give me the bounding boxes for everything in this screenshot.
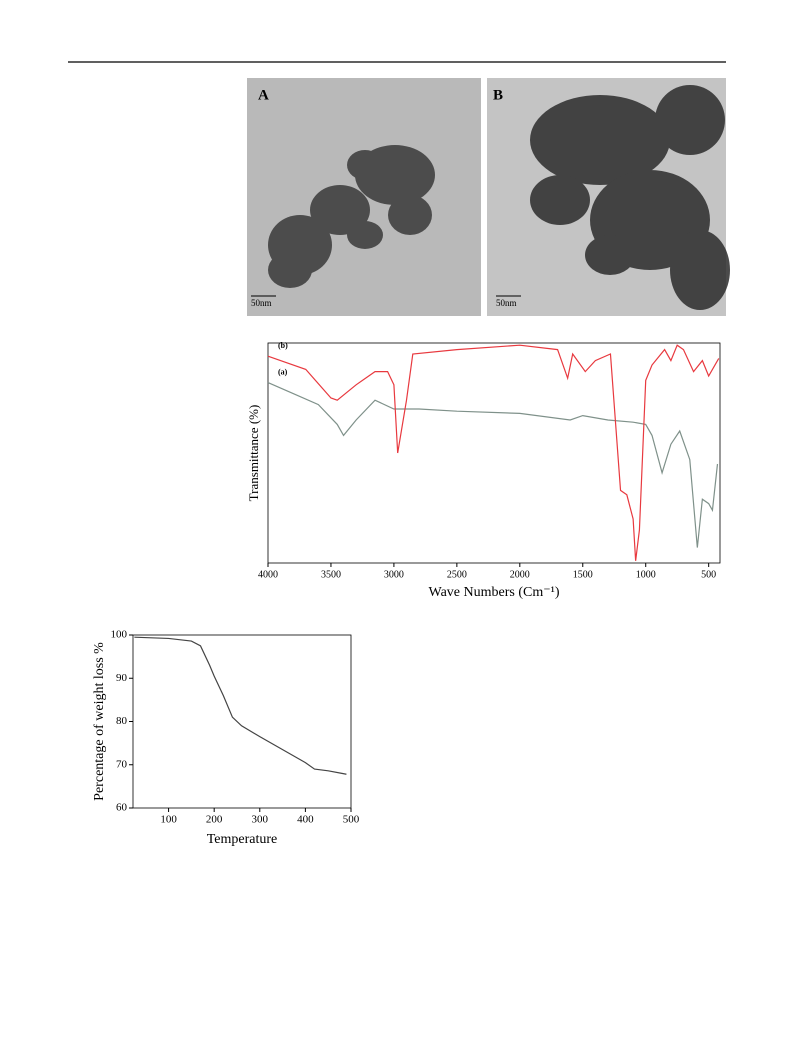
x-tick-label: 2000 (510, 569, 530, 580)
x-tick-label: 200 (206, 814, 223, 826)
plot-frame (132, 634, 352, 809)
x-tick-label: 500 (343, 814, 360, 826)
x-tick-label: 1000 (636, 569, 656, 580)
x-tick-label: 2500 (447, 569, 467, 580)
panel-label: A (258, 87, 269, 103)
y-axis-label: Transmittance (%) (246, 405, 261, 502)
x-tick-label: 300 (252, 814, 269, 826)
y-tick-label: 70 (116, 758, 128, 770)
x-tick-label: 3500 (321, 569, 341, 580)
y-tick-label: 100 (111, 629, 128, 641)
x-tick-label: 100 (160, 814, 177, 826)
data-line (267, 344, 720, 561)
x-tick-label: 400 (297, 814, 314, 826)
scale-label: 50nm (251, 298, 272, 308)
y-tick-label: 60 (116, 802, 128, 814)
tem-image-a: A 50nm (247, 78, 481, 316)
data-line (267, 382, 719, 548)
x-tick-label: 4000 (258, 569, 278, 580)
series-label: (b) (278, 341, 288, 350)
y-tick-label: 80 (116, 715, 128, 727)
plot-frame (267, 342, 721, 564)
scale-label: 50nm (496, 298, 517, 308)
tem-image-b: B 50nm (487, 78, 730, 316)
x-tick-label: 1500 (573, 569, 593, 580)
x-axis-label: Wave Numbers (Cm⁻¹) (429, 585, 560, 600)
data-line (134, 636, 347, 775)
y-tick-label: 90 (116, 672, 128, 684)
x-tick-label: 500 (701, 569, 716, 580)
series-label: (a) (278, 367, 288, 376)
y-axis-label: Percentage of weight loss % (92, 642, 107, 801)
x-tick-label: 3000 (384, 569, 404, 580)
x-axis-label: Temperature (207, 832, 278, 847)
panel-label: B (493, 87, 503, 103)
